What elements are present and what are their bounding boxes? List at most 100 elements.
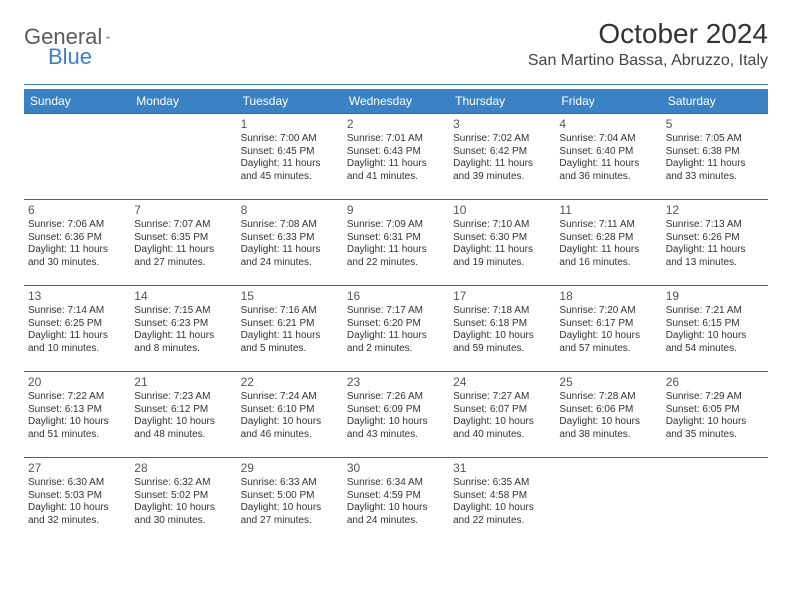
day-info: Sunrise: 7:04 AMSunset: 6:40 PMDaylight:…	[559, 133, 657, 183]
day-info: Sunrise: 6:30 AMSunset: 5:03 PMDaylight:…	[28, 477, 126, 527]
day-cell: 8Sunrise: 7:08 AMSunset: 6:33 PMDaylight…	[237, 200, 343, 286]
daylight-text: Daylight: 11 hours and 8 minutes.	[134, 330, 232, 355]
day-number: 26	[666, 375, 764, 389]
sunset-text: Sunset: 6:12 PM	[134, 404, 232, 417]
day-info: Sunrise: 7:29 AMSunset: 6:05 PMDaylight:…	[666, 391, 764, 441]
day-info: Sunrise: 7:24 AMSunset: 6:10 PMDaylight:…	[241, 391, 339, 441]
daylight-text: Daylight: 11 hours and 33 minutes.	[666, 158, 764, 183]
day-cell: 13Sunrise: 7:14 AMSunset: 6:25 PMDayligh…	[24, 286, 130, 372]
day-info: Sunrise: 6:32 AMSunset: 5:02 PMDaylight:…	[134, 477, 232, 527]
daylight-text: Daylight: 11 hours and 36 minutes.	[559, 158, 657, 183]
day-cell: 9Sunrise: 7:09 AMSunset: 6:31 PMDaylight…	[343, 200, 449, 286]
daylight-text: Daylight: 11 hours and 5 minutes.	[241, 330, 339, 355]
sunset-text: Sunset: 6:30 PM	[453, 232, 551, 245]
day-cell: 5 Sunrise: 7:05 AMSunset: 6:38 PMDaylight…	[662, 114, 768, 200]
day-cell: 21Sunrise: 7:23 AMSunset: 6:12 PMDayligh…	[130, 372, 236, 458]
sunset-text: Sunset: 6:21 PM	[241, 318, 339, 331]
sunset-text: Sunset: 6:35 PM	[134, 232, 232, 245]
sunrise-text: Sunrise: 7:26 AM	[347, 391, 445, 404]
day-header: Tuesday	[237, 89, 343, 114]
daylight-text: Daylight: 10 hours and 46 minutes.	[241, 416, 339, 441]
day-info: Sunrise: 7:00 AMSunset: 6:45 PMDaylight:…	[241, 133, 339, 183]
sunrise-text: Sunrise: 7:24 AM	[241, 391, 339, 404]
daylight-text: Daylight: 10 hours and 51 minutes.	[28, 416, 126, 441]
day-cell: 1Sunrise: 7:00 AMSunset: 6:45 PMDaylight…	[237, 114, 343, 200]
daylight-text: Daylight: 11 hours and 45 minutes.	[241, 158, 339, 183]
day-header: Saturday	[662, 89, 768, 114]
sunset-text: Sunset: 6:20 PM	[347, 318, 445, 331]
calendar-row: 20Sunrise: 7:22 AMSunset: 6:13 PMDayligh…	[24, 372, 768, 458]
day-cell: 29Sunrise: 6:33 AMSunset: 5:00 PMDayligh…	[237, 458, 343, 544]
day-number: 5	[666, 117, 764, 131]
sunrise-text: Sunrise: 6:35 AM	[453, 477, 551, 490]
daylight-text: Daylight: 10 hours and 43 minutes.	[347, 416, 445, 441]
daylight-text: Daylight: 11 hours and 19 minutes.	[453, 244, 551, 269]
sunset-text: Sunset: 6:18 PM	[453, 318, 551, 331]
day-info: Sunrise: 6:35 AMSunset: 4:58 PMDaylight:…	[453, 477, 551, 527]
day-cell: 24 Sunrise: 7:27 AMSunset: 6:07 PMDayligh…	[449, 372, 555, 458]
sunrise-text: Sunrise: 7:14 AM	[28, 305, 126, 318]
sunrise-text: Sunrise: 6:34 AM	[347, 477, 445, 490]
calendar-row: 1Sunrise: 7:00 AMSunset: 6:45 PMDaylight…	[24, 114, 768, 200]
sunrise-text: Sunrise: 7:13 AM	[666, 219, 764, 232]
daylight-text: Daylight: 10 hours and 24 minutes.	[347, 502, 445, 527]
sunrise-text: Sunrise: 7:23 AM	[134, 391, 232, 404]
sunrise-text: Sunrise: 7:21 AM	[666, 305, 764, 318]
sunset-text: Sunset: 6:15 PM	[666, 318, 764, 331]
daylight-text: Daylight: 10 hours and 32 minutes.	[28, 502, 126, 527]
sunrise-text: Sunrise: 7:02 AM	[453, 133, 551, 146]
empty-cell	[555, 458, 661, 544]
day-cell: 20Sunrise: 7:22 AMSunset: 6:13 PMDayligh…	[24, 372, 130, 458]
day-number: 24	[453, 375, 551, 389]
empty-cell	[130, 114, 236, 200]
day-cell: 11Sunrise: 7:11 AMSunset: 6:28 PMDayligh…	[555, 200, 661, 286]
sunset-text: Sunset: 6:33 PM	[241, 232, 339, 245]
day-cell: 31 Sunrise: 6:35 AMSunset: 4:58 PMDayligh…	[449, 458, 555, 544]
day-number: 6	[28, 203, 126, 217]
day-header: Friday	[555, 89, 661, 114]
sunset-text: Sunset: 6:28 PM	[559, 232, 657, 245]
day-cell: 17 Sunrise: 7:18 AMSunset: 6:18 PMDayligh…	[449, 286, 555, 372]
sunset-text: Sunset: 5:00 PM	[241, 490, 339, 503]
day-info: Sunrise: 7:21 AMSunset: 6:15 PMDaylight:…	[666, 305, 764, 355]
day-number: 7	[134, 203, 232, 217]
sunset-text: Sunset: 6:31 PM	[347, 232, 445, 245]
day-info: Sunrise: 7:05 AMSunset: 6:38 PMDaylight:…	[666, 133, 764, 183]
day-cell: 28Sunrise: 6:32 AMSunset: 5:02 PMDayligh…	[130, 458, 236, 544]
sunrise-text: Sunrise: 7:27 AM	[453, 391, 551, 404]
daylight-text: Daylight: 11 hours and 22 minutes.	[347, 244, 445, 269]
day-number: 31	[453, 461, 551, 475]
day-cell: 12Sunrise: 7:13 AMSunset: 6:26 PMDayligh…	[662, 200, 768, 286]
sunrise-text: Sunrise: 6:33 AM	[241, 477, 339, 490]
day-number: 25	[559, 375, 657, 389]
daylight-text: Daylight: 10 hours and 30 minutes.	[134, 502, 232, 527]
day-number: 8	[241, 203, 339, 217]
daylight-text: Daylight: 10 hours and 48 minutes.	[134, 416, 232, 441]
sunset-text: Sunset: 4:58 PM	[453, 490, 551, 503]
sunset-text: Sunset: 6:40 PM	[559, 146, 657, 159]
daylight-text: Daylight: 10 hours and 27 minutes.	[241, 502, 339, 527]
day-number: 17	[453, 289, 551, 303]
day-cell: 4Sunrise: 7:04 AMSunset: 6:40 PMDaylight…	[555, 114, 661, 200]
day-number: 16	[347, 289, 445, 303]
day-info: Sunrise: 7:02 AMSunset: 6:42 PMDaylight:…	[453, 133, 551, 183]
day-cell: 6Sunrise: 7:06 AMSunset: 6:36 PMDaylight…	[24, 200, 130, 286]
day-number: 14	[134, 289, 232, 303]
day-info: Sunrise: 7:27 AMSunset: 6:07 PMDaylight:…	[453, 391, 551, 441]
sunrise-text: Sunrise: 7:05 AM	[666, 133, 764, 146]
sunset-text: Sunset: 6:36 PM	[28, 232, 126, 245]
day-info: Sunrise: 7:11 AMSunset: 6:28 PMDaylight:…	[559, 219, 657, 269]
empty-cell	[662, 458, 768, 544]
sunset-text: Sunset: 4:59 PM	[347, 490, 445, 503]
sunset-text: Sunset: 6:45 PM	[241, 146, 339, 159]
day-cell: 14Sunrise: 7:15 AMSunset: 6:23 PMDayligh…	[130, 286, 236, 372]
brand-triangle-icon	[106, 29, 110, 45]
sunrise-text: Sunrise: 7:29 AM	[666, 391, 764, 404]
day-info: Sunrise: 7:23 AMSunset: 6:12 PMDaylight:…	[134, 391, 232, 441]
day-info: Sunrise: 7:18 AMSunset: 6:18 PMDaylight:…	[453, 305, 551, 355]
day-info: Sunrise: 6:34 AMSunset: 4:59 PMDaylight:…	[347, 477, 445, 527]
day-cell: 23Sunrise: 7:26 AMSunset: 6:09 PMDayligh…	[343, 372, 449, 458]
daylight-text: Daylight: 11 hours and 39 minutes.	[453, 158, 551, 183]
day-header: Monday	[130, 89, 236, 114]
sunrise-text: Sunrise: 7:28 AM	[559, 391, 657, 404]
